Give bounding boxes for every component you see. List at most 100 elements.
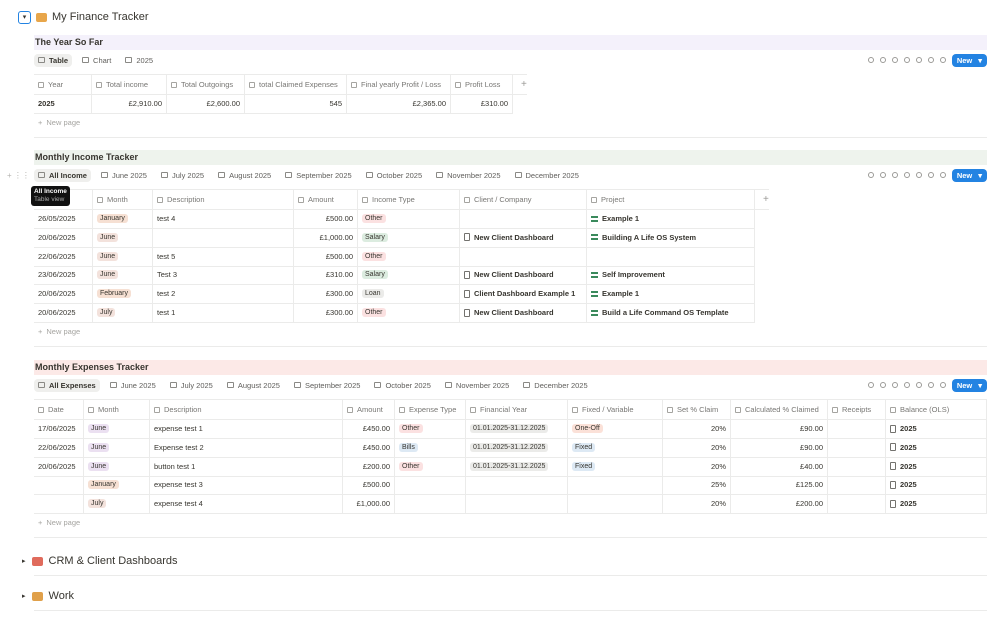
tag: Bills: [399, 442, 418, 452]
view-tab[interactable]: Table: [34, 53, 73, 67]
new-button[interactable]: New ▾: [951, 168, 987, 182]
tool-icon[interactable]: [879, 57, 886, 63]
table-cell: Build a Life Command OS Template: [587, 303, 755, 322]
view-tab[interactable]: July 2025: [157, 169, 208, 182]
new-page-label: New page: [46, 326, 81, 336]
project-icon: [591, 234, 598, 241]
cell-text: £310.00: [325, 270, 353, 280]
cell-text: £90.00: [800, 424, 823, 433]
tool-icon[interactable]: [891, 172, 898, 178]
tool-icon[interactable]: [915, 382, 922, 388]
view-tab[interactable]: August 2025: [223, 379, 284, 392]
view-tab[interactable]: June 2025: [97, 169, 151, 182]
view-tab[interactable]: September 2025: [290, 379, 364, 392]
tool-icon[interactable]: [915, 172, 922, 178]
view-tab[interactable]: July 2025: [166, 379, 217, 392]
table-cell: Client Dashboard Example 1: [460, 284, 587, 304]
tool-icon[interactable]: [927, 382, 934, 388]
tooltip-subtitle: Table view: [34, 196, 65, 203]
tool-icon[interactable]: [915, 57, 922, 63]
tag: July: [97, 308, 116, 317]
tool-icon[interactable]: [867, 57, 874, 63]
drag-handle: + ⋮⋮: [7, 171, 30, 180]
column-header: Date: [34, 400, 84, 419]
view-label: September 2025: [296, 170, 352, 180]
cell-text: 20%: [710, 442, 726, 452]
view-tab[interactable]: June 2025: [106, 379, 160, 392]
tool-icon[interactable]: [903, 57, 910, 63]
tool-icon[interactable]: [939, 172, 946, 178]
tool-icon[interactable]: [927, 172, 934, 178]
cell-text: 2025: [38, 99, 55, 108]
table-cell: 25%: [663, 475, 731, 495]
table-cell: June: [93, 265, 153, 285]
cell-text: £500.00: [325, 214, 353, 223]
tag: Loan: [362, 289, 384, 299]
page-icon: [464, 289, 470, 298]
cell-text: 2025: [900, 442, 917, 452]
tool-icon[interactable]: [903, 382, 910, 388]
toggle-icon: [31, 591, 43, 601]
table-cell: 2025: [886, 419, 987, 438]
table-cell: Salary: [358, 265, 460, 285]
table-cell: £300.00: [294, 284, 358, 304]
tool-icon[interactable]: [903, 172, 910, 178]
toggle-block[interactable]: ▸ CRM & Client Dashboards: [22, 555, 178, 567]
tag: June: [97, 270, 119, 280]
tool-icon[interactable]: [927, 57, 934, 63]
toggle-button[interactable]: ▾: [18, 11, 31, 24]
table-cell: £200.00: [731, 494, 828, 514]
new-page[interactable]: + New page: [38, 118, 80, 127]
view-tab[interactable]: All Expenses: [34, 378, 100, 392]
project-icon: [591, 290, 598, 297]
table-cell: January: [84, 475, 150, 495]
new-page[interactable]: + New page: [38, 327, 80, 336]
tool-icon[interactable]: [879, 172, 886, 178]
tool-icon[interactable]: [891, 382, 898, 388]
tag: Other: [362, 251, 386, 261]
view-label: December 2025: [534, 380, 588, 390]
table-cell: [828, 456, 886, 476]
view-tab[interactable]: October 2025: [362, 169, 426, 182]
view-tab[interactable]: December 2025: [519, 379, 591, 392]
table-cell: expense test 4: [150, 494, 343, 514]
add-column: +: [521, 79, 527, 90]
column-label: Description: [167, 195, 205, 204]
view-tab[interactable]: October 2025: [370, 379, 434, 392]
table-cell: £450.00: [343, 419, 395, 438]
tool-icon[interactable]: [939, 382, 946, 388]
view-tab[interactable]: November 2025: [441, 379, 513, 392]
column-icon: [832, 406, 838, 413]
toggle-block[interactable]: ▸ Work: [22, 590, 74, 602]
view-tab[interactable]: November 2025: [432, 169, 504, 182]
view-label: September 2025: [304, 380, 361, 390]
view-tab[interactable]: December 2025: [511, 169, 583, 182]
cell-text: £300.00: [325, 289, 353, 299]
tool-icon[interactable]: [867, 172, 874, 178]
tool-icon[interactable]: [867, 382, 874, 388]
view-tab[interactable]: September 2025: [281, 169, 355, 182]
view-tab[interactable]: 2025: [121, 54, 157, 67]
new-button[interactable]: New ▾: [951, 53, 987, 67]
tool-icon[interactable]: [879, 382, 886, 388]
column-icon: [38, 406, 44, 413]
view-tab[interactable]: All Income: [34, 168, 91, 182]
view-tab[interactable]: August 2025: [214, 169, 275, 182]
column-label: Project: [601, 195, 625, 204]
tool-icon[interactable]: [939, 57, 946, 63]
table-row: July expense test 4 £1,000.00 20% £200.00 202…: [34, 494, 987, 515]
column-label: Total income: [106, 80, 149, 89]
divider: [34, 575, 987, 576]
view-label: December 2025: [525, 170, 579, 180]
new-page[interactable]: + New page: [38, 518, 80, 527]
view-tab[interactable]: Chart: [78, 54, 115, 67]
table-cell: February: [93, 284, 153, 304]
column-header: Receipts: [828, 400, 886, 419]
table-cell: Other: [395, 456, 466, 476]
tag: Fixed: [572, 461, 596, 471]
table-cell: Fixed: [568, 456, 663, 476]
new-caret: ▾: [978, 170, 982, 180]
table-cell: [460, 209, 587, 228]
tool-icon[interactable]: [891, 57, 898, 63]
new-button[interactable]: New ▾: [951, 378, 987, 392]
